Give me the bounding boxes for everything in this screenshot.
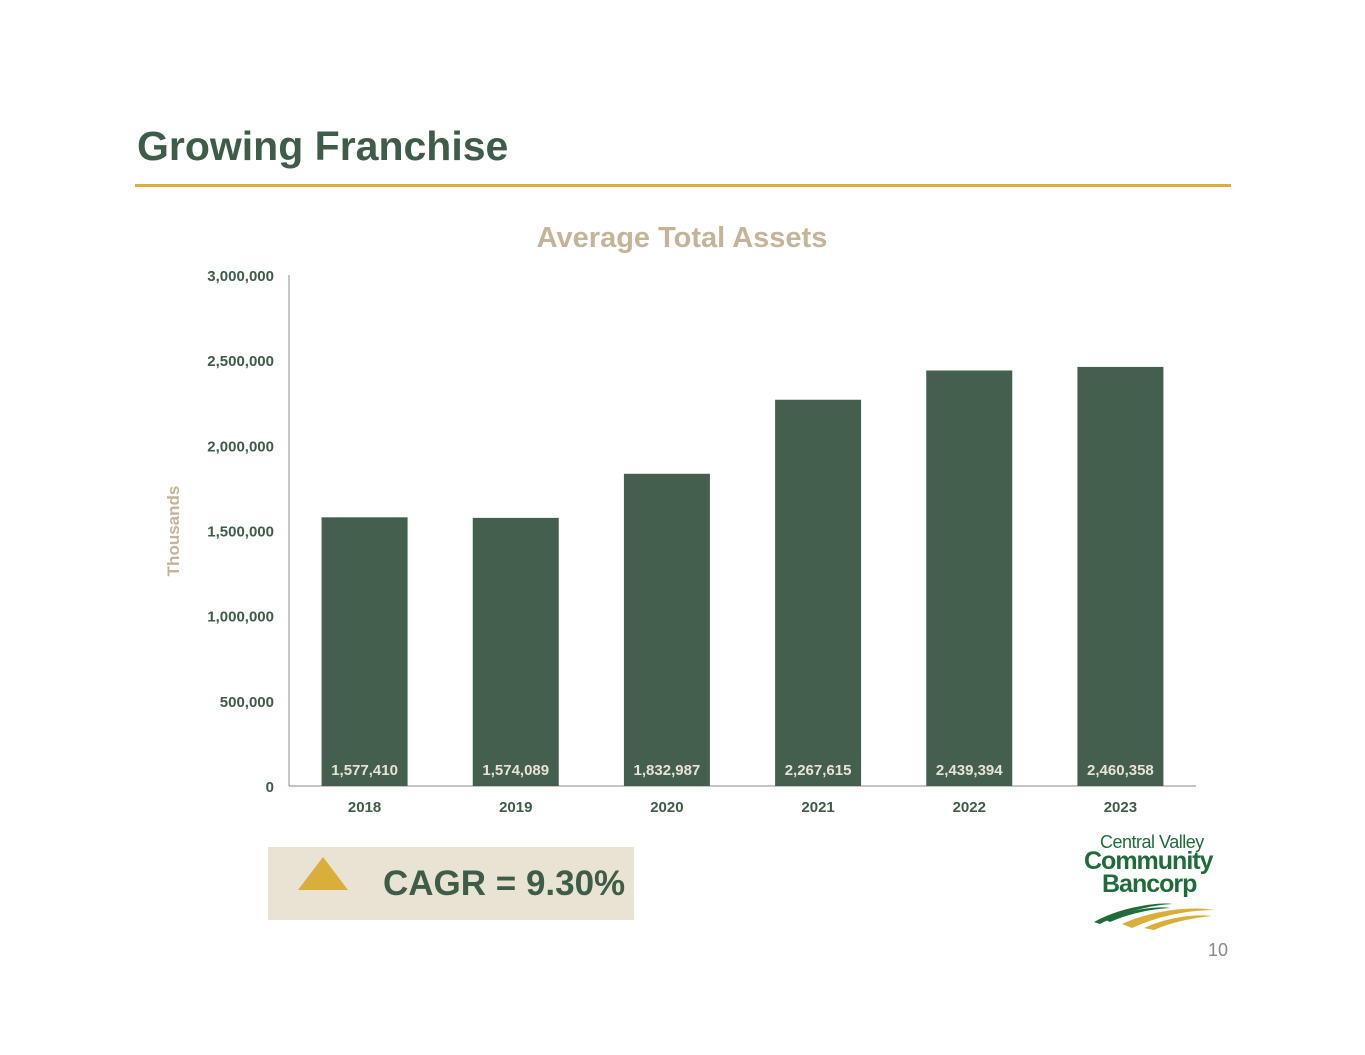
x-tick-label: 2019: [499, 799, 532, 816]
x-tick-label: 2022: [953, 799, 986, 816]
bar: [1077, 366, 1164, 786]
y-tick-label: 2,000,000: [207, 438, 274, 455]
page-number: 10: [1207, 940, 1228, 960]
logo-line-community: Community: [1084, 847, 1213, 875]
y-tick-label: 2,500,000: [207, 353, 274, 370]
title-divider: [135, 184, 1231, 187]
logo-swoosh-icon: [1094, 903, 1214, 930]
bar-data-label: 1,574,089: [482, 762, 549, 779]
bar: [623, 473, 710, 786]
logo-line-bancorp: Bancorp: [1102, 870, 1197, 898]
bar: [775, 399, 862, 786]
x-tick-label: 2023: [1104, 799, 1137, 816]
bar-data-label: 2,267,615: [785, 762, 852, 779]
bar-data-label: 2,460,358: [1087, 762, 1154, 779]
bar-data-label: 2,439,394: [936, 762, 1003, 779]
logo-line-central-valley: Central Valley: [1100, 832, 1204, 852]
slide-title: Growing Franchise: [137, 123, 509, 169]
y-tick-label: 1,500,000: [207, 524, 274, 541]
bar: [472, 517, 559, 786]
bar-data-label: 1,832,987: [634, 762, 701, 779]
y-axis-label: Thousands: [164, 486, 183, 577]
y-tick-label: 0: [266, 779, 274, 796]
x-tick-label: 2021: [801, 799, 834, 816]
cagr-callout: CAGR = 9.30%: [268, 847, 634, 920]
y-tick-label: 3,000,000: [207, 268, 274, 285]
company-logo: Central Valley Community Bancorp: [1080, 832, 1225, 936]
up-triangle-icon: [298, 857, 348, 890]
bar: [926, 370, 1013, 786]
bar: [321, 517, 408, 786]
chart-title: Average Total Assets: [537, 222, 828, 254]
x-tick-label: 2020: [650, 799, 683, 816]
y-tick-label: 1,000,000: [207, 609, 274, 626]
y-tick-label: 500,000: [220, 694, 274, 711]
x-tick-label: 2018: [348, 799, 381, 816]
bar-data-label: 1,577,410: [331, 762, 398, 779]
cagr-text: CAGR = 9.30%: [383, 864, 626, 903]
